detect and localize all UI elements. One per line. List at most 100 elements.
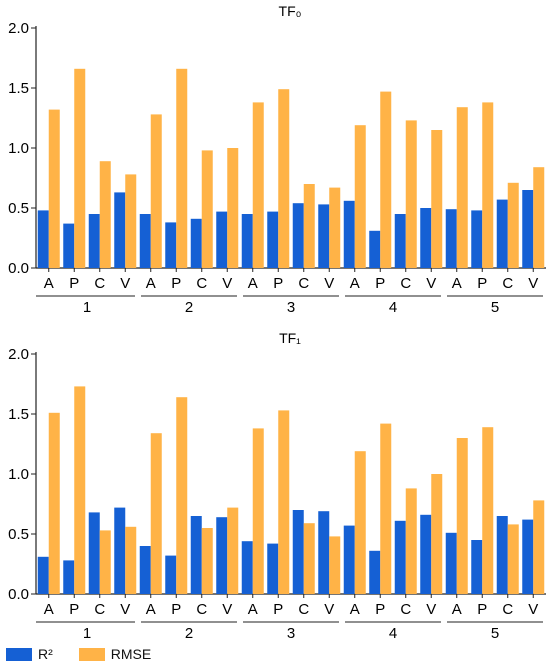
bar-rmse-2-3-A [252, 428, 264, 594]
x-tick-label-1-4-P: P [375, 275, 385, 292]
bar-rmse-2-2-V [227, 507, 239, 594]
group-label-2-1: 1 [83, 625, 91, 642]
group-label-1-5: 5 [491, 299, 499, 316]
bar-rmse-1-4-A [354, 125, 366, 268]
bar-rmse-1-4-C [405, 120, 417, 269]
panel-title-1: TF₀ [279, 3, 302, 19]
bar-rmse-1-1-A [48, 109, 60, 268]
x-tick-label-2-2-P: P [171, 601, 181, 618]
x-tick-label-1-2-C: C [196, 275, 207, 292]
bar-r2-1-1-C [88, 214, 100, 268]
bar-r2-1-3-C [292, 203, 304, 268]
x-tick-label-2-1-V: V [120, 601, 130, 618]
group-label-2-5: 5 [491, 625, 499, 642]
x-tick-label-2-4-P: P [375, 601, 385, 618]
panel-title-2: TF₁ [279, 330, 301, 346]
x-tick-label-1-4-C: C [400, 275, 411, 292]
bar-r2-1-2-C [190, 218, 202, 268]
bar-r2-1-5-V [522, 190, 534, 268]
group-label-1-4: 4 [389, 299, 397, 316]
x-tick-label-1-2-V: V [222, 275, 232, 292]
x-tick-label-1-4-A: A [350, 275, 360, 292]
bar-rmse-2-1-P [74, 386, 86, 594]
bar-r2-2-3-P [267, 543, 279, 594]
x-tick-label-1-2-P: P [171, 275, 181, 292]
bar-r2-2-3-A [241, 541, 253, 594]
bar-rmse-2-1-V [125, 526, 137, 594]
bar-r2-2-1-P [63, 560, 75, 594]
x-tick-label-2-3-V: V [324, 601, 334, 618]
x-tick-label-2-4-C: C [400, 601, 411, 618]
bar-rmse-2-2-P [176, 397, 188, 594]
y-tick-label-1-4: 2.0 [8, 20, 29, 37]
group-label-2-2: 2 [185, 625, 193, 642]
x-tick-label-2-2-A: A [146, 601, 156, 618]
bar-r2-2-2-A [139, 546, 151, 594]
bar-r2-2-4-A [343, 525, 355, 594]
legend-item-rmse: RMSE [78, 646, 151, 662]
bar-r2-1-4-V [420, 208, 432, 268]
bar-rmse-1-3-A [252, 102, 264, 269]
bar-rmse-1-2-A [150, 114, 162, 269]
bar-rmse-2-5-V [533, 500, 545, 594]
bar-rmse-1-2-P [176, 68, 188, 268]
bar-r2-2-2-V [216, 517, 228, 594]
x-tick-label-2-1-A: A [44, 601, 54, 618]
group-label-1-2: 2 [185, 299, 193, 316]
bar-r2-2-1-C [88, 512, 100, 594]
bar-r2-2-1-A [37, 556, 49, 594]
bar-rmse-1-5-P [482, 102, 494, 269]
bar-r2-1-5-C [496, 199, 508, 268]
x-tick-label-2-2-C: C [196, 601, 207, 618]
x-tick-label-2-1-C: C [94, 601, 105, 618]
y-tick-label-1-0: 0.0 [8, 260, 29, 277]
bar-r2-1-3-V [318, 204, 330, 268]
bar-r2-2-3-C [292, 510, 304, 594]
x-tick-label-1-5-C: C [502, 275, 513, 292]
legend-item-r2: R² [6, 646, 53, 662]
x-tick-label-1-1-A: A [44, 275, 54, 292]
bar-r2-1-4-C [394, 214, 406, 268]
bar-rmse-2-1-A [48, 412, 60, 594]
bar-rmse-2-3-C [303, 523, 315, 594]
bar-r2-1-4-A [343, 200, 355, 268]
bar-r2-1-1-V [114, 192, 126, 268]
bar-r2-1-5-P [471, 210, 483, 268]
bar-rmse-1-1-P [74, 68, 86, 268]
bar-rmse-2-4-C [405, 488, 417, 594]
bar-rmse-2-4-P [380, 423, 392, 594]
x-tick-label-1-1-C: C [94, 275, 105, 292]
legend-label-r2: R² [38, 646, 53, 662]
bar-rmse-1-3-P [278, 89, 290, 268]
x-tick-label-1-5-V: V [528, 275, 538, 292]
bar-rmse-1-5-A [456, 107, 468, 268]
bar-r2-2-5-C [496, 516, 508, 594]
bar-rmse-2-5-P [482, 427, 494, 594]
bar-r2-2-5-P [471, 540, 483, 594]
x-tick-label-1-3-V: V [324, 275, 334, 292]
x-tick-label-2-4-A: A [350, 601, 360, 618]
bar-rmse-1-2-C [201, 150, 213, 268]
bar-r2-1-1-P [63, 223, 75, 268]
legend-swatch-r2 [6, 647, 32, 661]
group-label-2-3: 3 [287, 625, 295, 642]
bar-rmse-1-4-P [380, 91, 392, 268]
y-tick-label-1-1: 0.5 [8, 200, 29, 217]
x-tick-label-1-5-P: P [477, 275, 487, 292]
y-tick-label-2-2: 1.0 [8, 466, 29, 483]
x-tick-label-1-5-A: A [452, 275, 462, 292]
bar-r2-1-4-P [369, 230, 381, 268]
x-tick-label-2-5-V: V [528, 601, 538, 618]
bar-r2-2-5-A [445, 532, 457, 594]
bar-rmse-2-2-A [150, 433, 162, 594]
bar-r2-1-3-P [267, 211, 279, 268]
bar-rmse-2-5-A [456, 438, 468, 594]
bar-rmse-1-1-V [125, 174, 137, 268]
y-tick-label-2-1: 0.5 [8, 526, 29, 543]
x-tick-label-1-3-C: C [298, 275, 309, 292]
x-tick-label-1-4-V: V [426, 275, 436, 292]
bar-r2-1-5-A [445, 209, 457, 268]
bar-r2-1-2-V [216, 211, 228, 268]
y-tick-label-2-4: 2.0 [8, 346, 29, 363]
x-tick-label-2-3-A: A [248, 601, 258, 618]
